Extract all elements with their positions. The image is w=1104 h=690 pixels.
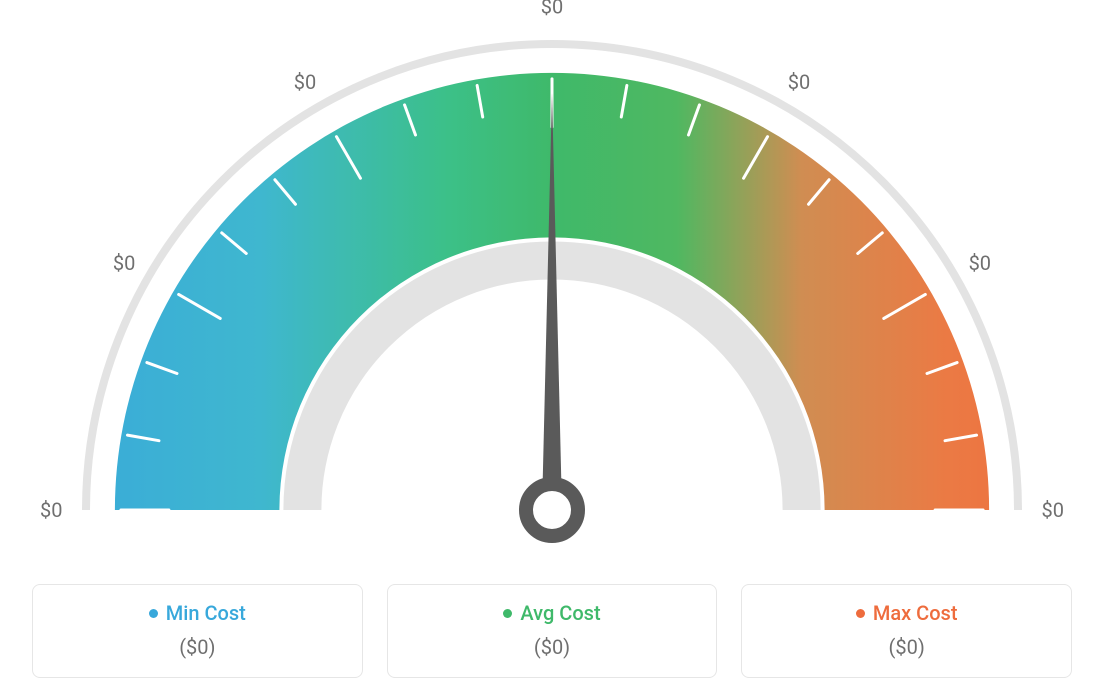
legend-title-avg: Avg Cost xyxy=(503,601,600,625)
legend-label-avg: Avg Cost xyxy=(520,601,600,625)
legend-value-avg: ($0) xyxy=(398,635,707,659)
legend-title-max: Max Cost xyxy=(856,601,958,625)
dot-max xyxy=(856,609,865,618)
legend-title-min: Min Cost xyxy=(149,601,246,625)
gauge-tick-label: $0 xyxy=(40,498,62,522)
legend-label-max: Max Cost xyxy=(873,601,958,625)
dot-min xyxy=(149,609,158,618)
gauge-tick-label: $0 xyxy=(294,70,316,94)
gauge-wrap: $0 $0 $0 $0 $0 $0 $0 xyxy=(32,0,1072,560)
legend-card-max: Max Cost ($0) xyxy=(741,584,1072,678)
legend-label-min: Min Cost xyxy=(166,601,246,625)
legend-value-min: ($0) xyxy=(43,635,352,659)
gauge-tick-label: $0 xyxy=(788,70,810,94)
legend-card-min: Min Cost ($0) xyxy=(32,584,363,678)
dot-avg xyxy=(503,609,512,618)
gauge-tick-label: $0 xyxy=(541,0,563,18)
legend-card-avg: Avg Cost ($0) xyxy=(387,584,718,678)
gauge-tick-label: $0 xyxy=(113,251,135,275)
legend-row: Min Cost ($0) Avg Cost ($0) Max Cost ($0… xyxy=(32,584,1072,678)
gauge-chart-container: $0 $0 $0 $0 $0 $0 $0 Min Cost ($0) Avg Cost ($… xyxy=(0,0,1104,690)
gauge-tick-label: $0 xyxy=(1042,498,1064,522)
gauge-svg xyxy=(32,0,1072,560)
legend-value-max: ($0) xyxy=(752,635,1061,659)
gauge-tick-label: $0 xyxy=(969,251,991,275)
